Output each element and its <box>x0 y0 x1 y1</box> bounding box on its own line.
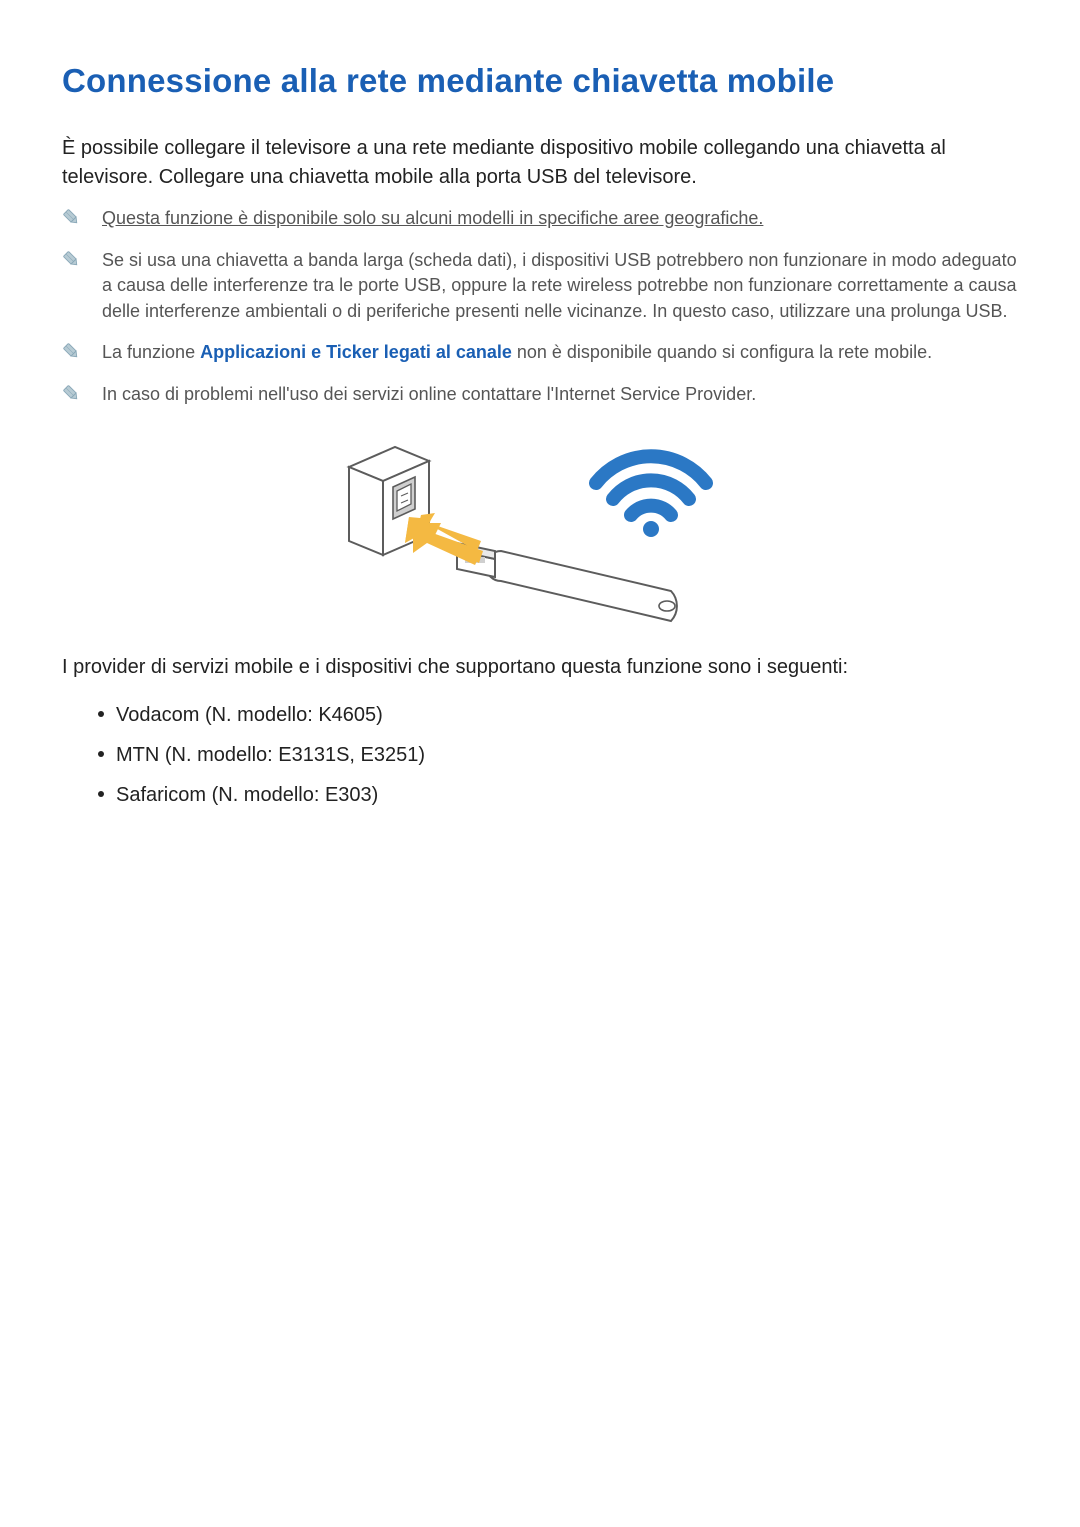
list-item: Safaricom (N. modello: E303) <box>116 778 1020 812</box>
list-item: MTN (N. modello: E3131S, E3251) <box>116 738 1020 772</box>
pencil-icon <box>62 384 80 402</box>
pencil-icon <box>62 208 80 226</box>
note-text: Se si usa una chiavetta a banda larga (s… <box>102 250 1017 321</box>
pencil-icon <box>62 342 80 360</box>
note-suffix: non è disponibile quando si configura la… <box>512 342 932 362</box>
note-item: La funzione Applicazioni e Ticker legati… <box>62 340 1020 366</box>
note-item: In caso di problemi nell'uso dei servizi… <box>62 382 1020 408</box>
note-item: Questa funzione è disponibile solo su al… <box>62 206 1020 232</box>
intro-paragraph: È possibile collegare il televisore a un… <box>62 134 1020 192</box>
note-text: In caso di problemi nell'uso dei servizi… <box>102 384 756 404</box>
note-item: Se si usa una chiavetta a banda larga (s… <box>62 248 1020 325</box>
providers-list: Vodacom (N. modello: K4605) MTN (N. mode… <box>62 698 1020 812</box>
providers-intro: I provider di servizi mobile e i disposi… <box>62 653 1020 682</box>
pencil-icon <box>62 250 80 268</box>
notes-list: Questa funzione è disponibile solo su al… <box>62 206 1020 407</box>
illustration-figure <box>62 431 1020 631</box>
note-prefix: La funzione <box>102 342 200 362</box>
usb-dongle-illustration-icon <box>331 431 751 631</box>
page-title: Connessione alla rete mediante chiavetta… <box>62 62 1020 100</box>
note-text: Questa funzione è disponibile solo su al… <box>102 208 763 228</box>
list-item: Vodacom (N. modello: K4605) <box>116 698 1020 732</box>
note-link: Applicazioni e Ticker legati al canale <box>200 342 512 362</box>
document-page: Connessione alla rete mediante chiavetta… <box>0 0 1080 1527</box>
